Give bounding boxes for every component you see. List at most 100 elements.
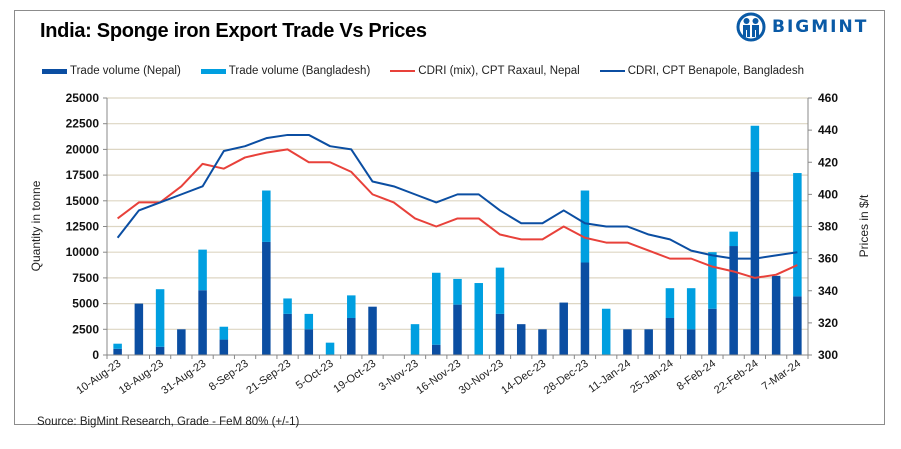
bar-nepal xyxy=(177,329,186,355)
y-axis-title: Quantity in tonne xyxy=(29,180,43,271)
bar-nepal xyxy=(559,302,568,355)
y2-tick-label: 380 xyxy=(818,220,838,234)
legend-swatch-nepal-volume xyxy=(42,68,67,74)
price-lines xyxy=(116,133,798,279)
bar-nepal xyxy=(304,329,314,355)
x-tick-label: 10-Aug-23 xyxy=(74,358,123,397)
y-tick-label: 17500 xyxy=(66,168,100,182)
bar-nepal xyxy=(432,344,441,355)
bar-bangladesh xyxy=(325,342,335,355)
bar-nepal xyxy=(453,304,462,355)
bar-nepal xyxy=(665,317,675,355)
bar-bangladesh xyxy=(432,272,441,345)
x-tick-label: 18-Aug-23 xyxy=(117,358,166,397)
bar-bangladesh xyxy=(198,249,207,291)
y2-tick-label: 460 xyxy=(818,91,838,105)
bar-nepal xyxy=(262,241,271,355)
bar-nepal xyxy=(538,329,547,355)
y-tick-label: 15000 xyxy=(66,194,100,208)
legend-item-bangladesh-volume[interactable]: Trade volume (Bangladesh) xyxy=(200,65,370,77)
y-tick-label: 7500 xyxy=(72,271,99,285)
legend-item-nepal-volume[interactable]: Trade volume (Nepal) xyxy=(42,65,181,77)
bar-nepal xyxy=(750,172,760,355)
x-tick-label: 14-Dec-23 xyxy=(499,358,548,397)
bar-bangladesh xyxy=(665,288,675,318)
bar-nepal xyxy=(623,329,632,355)
y2-tick-label: 440 xyxy=(818,123,838,137)
x-tick-label: 21-Sep-23 xyxy=(244,358,293,397)
legend-item-benapole-price[interactable]: CDRI, CPT Benapole, Bangladesh xyxy=(599,65,804,77)
y2-tick-label: 360 xyxy=(818,252,838,266)
bar-bangladesh xyxy=(708,252,717,309)
bar-bangladesh xyxy=(113,343,122,349)
bar-nepal xyxy=(155,346,165,355)
chart-frame xyxy=(14,10,885,425)
y-tick-label: 25000 xyxy=(66,91,100,105)
bar-bangladesh xyxy=(686,288,696,330)
legend-label: Trade volume (Nepal) xyxy=(70,65,181,77)
y-tick-label: 20000 xyxy=(66,142,100,156)
line-benapole-price xyxy=(116,133,798,260)
legend-swatch-raxaul-price xyxy=(390,70,416,72)
bar-nepal xyxy=(686,329,696,355)
bar-bangladesh xyxy=(304,313,314,330)
bar-bangladesh xyxy=(155,289,165,347)
x-tick-label: 7-Mar-24 xyxy=(760,358,803,393)
chart-legend: Trade volume (Nepal) Trade volume (Bangl… xyxy=(42,65,824,77)
bar-nepal xyxy=(644,329,653,355)
y2-tick-label: 300 xyxy=(818,348,838,362)
logo-text: BIGMINT xyxy=(772,17,869,37)
bar-nepal xyxy=(793,296,802,355)
bar-nepal xyxy=(368,306,377,355)
y2-tick-label: 400 xyxy=(818,187,838,201)
bar-bangladesh xyxy=(262,190,271,242)
bar-nepal xyxy=(771,275,781,355)
bar-bangladesh xyxy=(580,190,590,263)
y2-tick-label: 340 xyxy=(818,284,838,298)
bar-bangladesh xyxy=(347,295,356,318)
bar-bangladesh xyxy=(601,308,611,355)
chart-title: India: Sponge iron Export Trade Vs Price… xyxy=(40,20,427,42)
bar-nepal xyxy=(113,348,122,355)
bigmint-logo: BIGMINT xyxy=(736,12,868,42)
legend-label: CDRI, CPT Benapole, Bangladesh xyxy=(627,65,804,77)
x-tick-label: 22-Feb-24 xyxy=(712,358,760,397)
bigmint-people-icon xyxy=(736,12,766,42)
y2-tick-label: 320 xyxy=(818,316,838,330)
x-tick-label: 28-Dec-23 xyxy=(542,358,591,397)
y-tick-label: 0 xyxy=(92,348,99,362)
bar-nepal xyxy=(198,290,207,355)
x-tick-label: 5-Oct-23 xyxy=(294,358,336,392)
y2-tick-label: 420 xyxy=(818,155,838,169)
bar-bangladesh xyxy=(474,283,483,355)
y-tick-label: 10000 xyxy=(66,245,100,259)
bar-bangladesh xyxy=(750,125,760,173)
bar-nepal xyxy=(219,339,229,355)
bar-bangladesh xyxy=(219,326,229,340)
bar-nepal xyxy=(516,324,526,355)
x-tick-label: 31-Aug-23 xyxy=(159,358,208,397)
legend-swatch-benapole-price xyxy=(599,70,625,72)
source-note: Source: BigMint Research, Grade - FeM 80… xyxy=(37,416,300,428)
x-tick-label: 16-Nov-23 xyxy=(414,358,463,397)
y-tick-label: 12500 xyxy=(66,220,100,234)
bar-nepal xyxy=(134,303,144,355)
x-tick-label: 25-Jan-24 xyxy=(628,358,675,396)
line-raxaul-price xyxy=(117,148,798,279)
bar-nepal xyxy=(708,308,717,355)
x-tick-label: 19-Oct-23 xyxy=(331,358,378,396)
bar-bangladesh xyxy=(453,278,462,305)
y-tick-label: 5000 xyxy=(72,297,99,311)
legend-label: CDRI (mix), CPT Raxaul, Nepal xyxy=(418,65,580,77)
legend-item-raxaul-price[interactable]: CDRI (mix), CPT Raxaul, Nepal xyxy=(390,65,580,77)
bar-nepal xyxy=(283,313,292,355)
x-tick-label: 30-Nov-23 xyxy=(457,358,506,397)
bars xyxy=(113,125,802,355)
y-tick-label: 22500 xyxy=(66,117,100,131)
bar-nepal xyxy=(580,262,590,355)
bar-bangladesh xyxy=(793,173,802,297)
bar-bangladesh xyxy=(410,324,420,355)
bar-nepal xyxy=(495,313,505,355)
x-tick-label: 8-Feb-24 xyxy=(675,358,718,393)
